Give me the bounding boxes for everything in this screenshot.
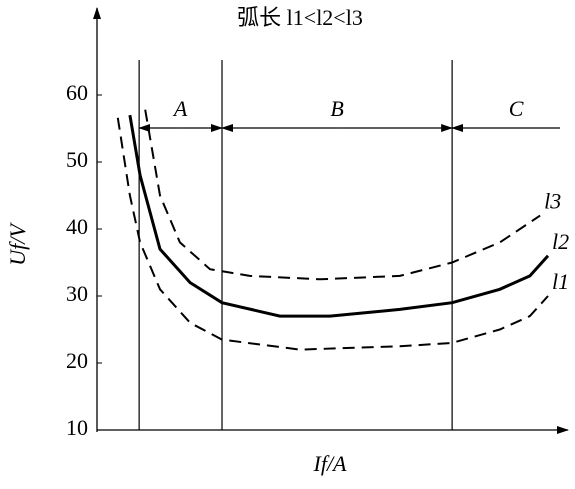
y-tick-label: 10 <box>66 415 88 440</box>
y-tick-label: 60 <box>66 80 88 105</box>
series-label: l2 <box>552 229 569 254</box>
region-label: A <box>172 96 188 121</box>
region-label: B <box>330 96 343 121</box>
series-label: l3 <box>544 189 561 214</box>
y-tick-label: 50 <box>66 147 88 172</box>
y-tick-label: 30 <box>66 281 88 306</box>
y-axis-label: Uf/V <box>5 222 30 266</box>
y-tick-label: 20 <box>66 348 88 373</box>
curve <box>116 117 549 351</box>
chart-title: 弧长 l1<l2<l3 <box>237 5 363 30</box>
x-axis-label: If/A <box>313 451 348 476</box>
curve <box>144 109 541 281</box>
series-label: l1 <box>552 269 569 294</box>
y-tick-label: 40 <box>66 214 88 239</box>
curve <box>128 114 550 318</box>
region-label: C <box>509 96 524 121</box>
